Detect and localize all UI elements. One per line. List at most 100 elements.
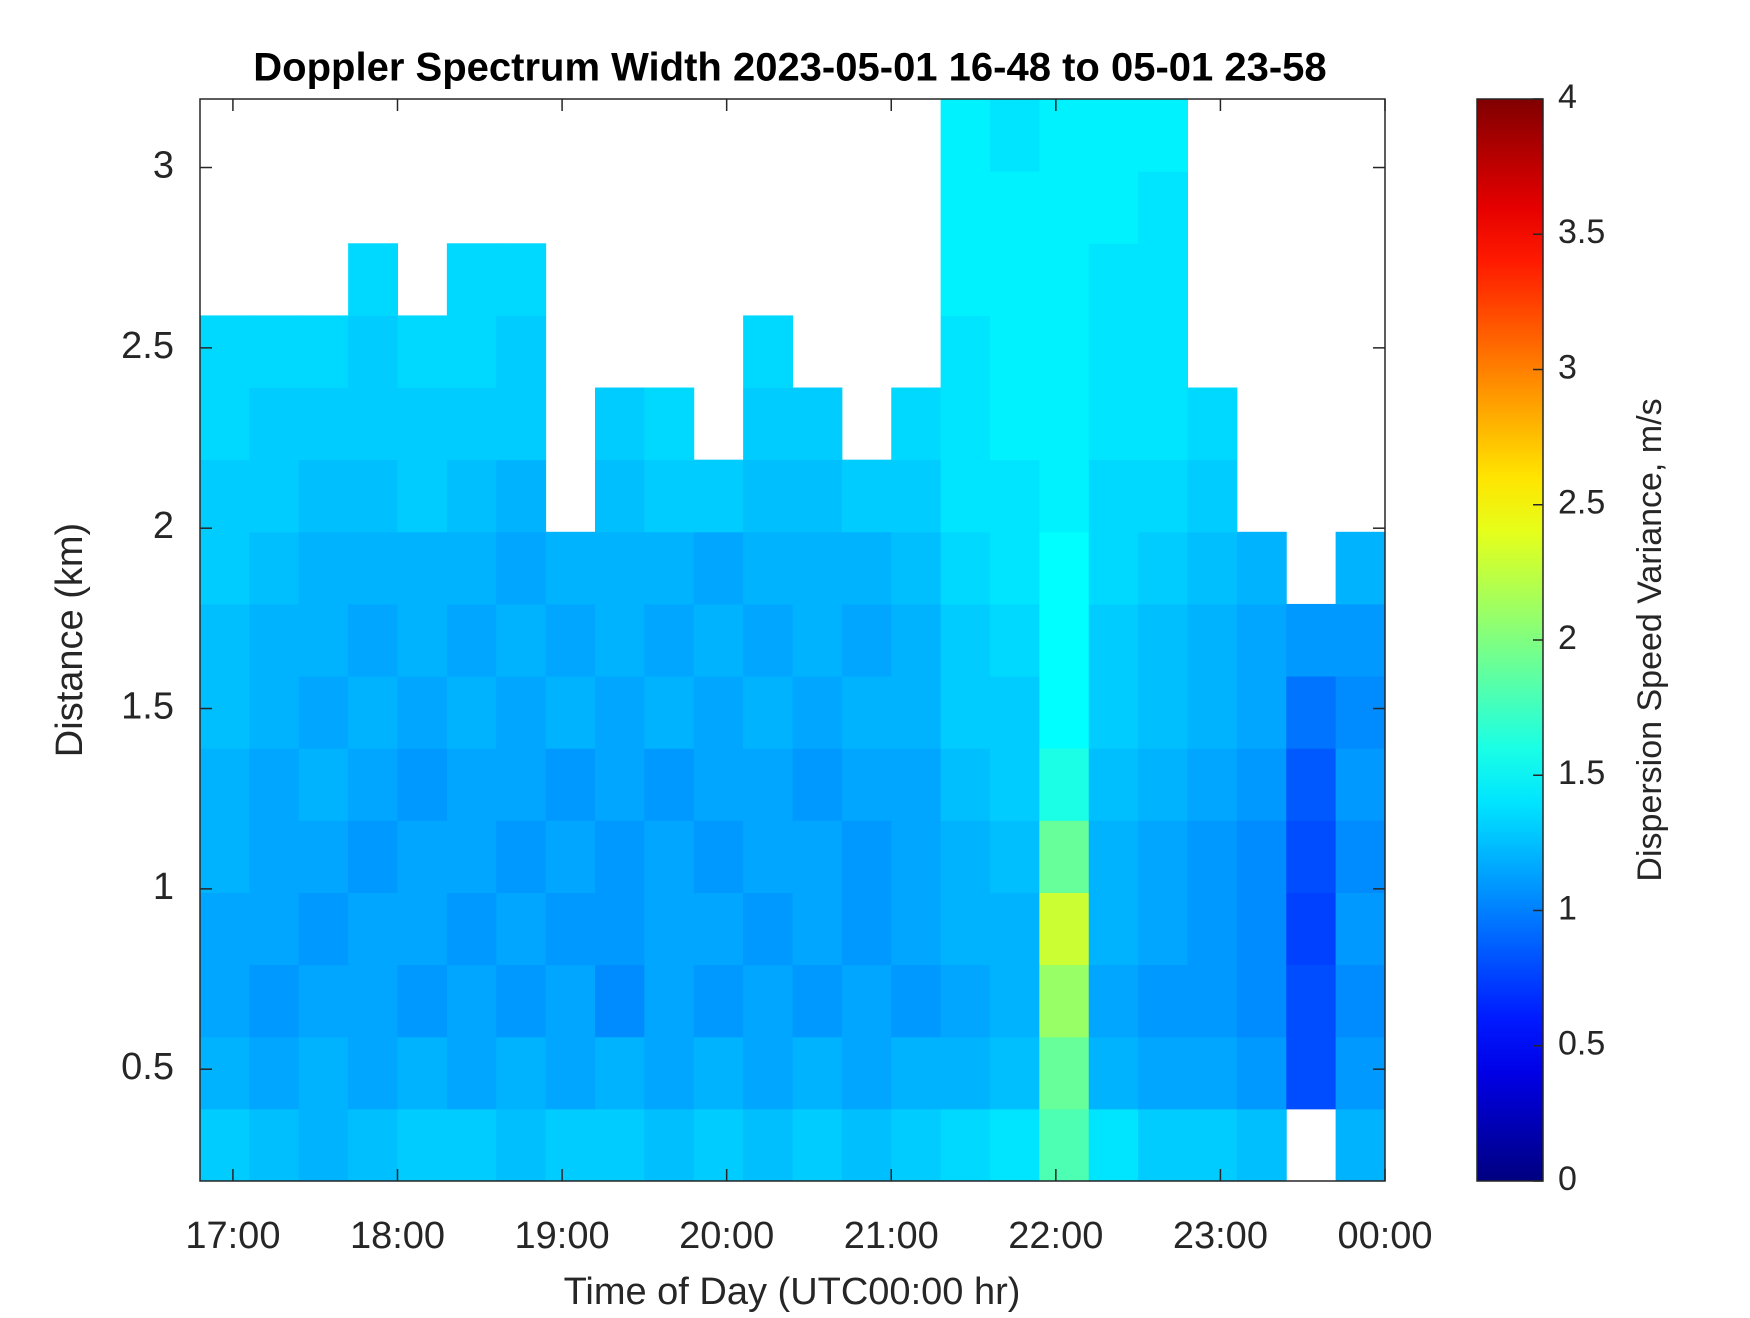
colorbar — [1476, 98, 1544, 1182]
heatmap-cell — [298, 892, 349, 966]
heatmap-cell — [990, 892, 1040, 966]
heatmap-cell — [446, 892, 497, 966]
heatmap-cell — [990, 99, 1040, 172]
heatmap-cell — [249, 892, 300, 966]
heatmap-cell — [1138, 315, 1188, 389]
heatmap-cell — [298, 459, 349, 533]
heatmap-cell — [990, 820, 1040, 893]
heatmap-cell — [792, 748, 843, 821]
heatmap-cell — [940, 531, 991, 605]
heatmap-cell — [298, 676, 349, 749]
heatmap-cell — [841, 676, 892, 749]
heatmap-cell — [496, 1108, 547, 1182]
heatmap-cell — [1335, 531, 1386, 605]
plot-frame — [199, 98, 1386, 1182]
heatmap-cell — [743, 603, 793, 677]
heatmap-cell — [249, 315, 300, 389]
heatmap-cell — [891, 387, 942, 461]
heatmap-cell — [1039, 748, 1090, 821]
heatmap-cell — [1286, 1036, 1337, 1110]
y-tick-label: 2.5 — [121, 325, 174, 367]
heatmap-cell — [743, 892, 793, 966]
heatmap-cell — [1088, 676, 1139, 749]
heatmap-cell — [1187, 748, 1238, 821]
heatmap-cell — [1088, 964, 1139, 1038]
heatmap-cell — [693, 1108, 744, 1182]
heatmap-cell — [841, 603, 892, 677]
heatmap-cell — [940, 99, 991, 172]
heatmap-cell — [990, 964, 1040, 1038]
heatmap-cell — [990, 387, 1040, 461]
heatmap-cell — [693, 531, 744, 605]
heatmap-cell — [1039, 459, 1090, 533]
heatmap-cell — [545, 892, 596, 966]
heatmap-cell — [1236, 1036, 1287, 1110]
heatmap-cell — [595, 603, 645, 677]
heatmap-cell — [298, 748, 349, 821]
heatmap-cell — [792, 820, 843, 893]
heatmap-cell — [1187, 892, 1238, 966]
heatmap-cell — [792, 531, 843, 605]
heatmap-cell — [940, 315, 991, 389]
heatmap-cell — [644, 459, 695, 533]
heatmap-cell — [298, 603, 349, 677]
heatmap-cell — [1236, 748, 1287, 821]
heatmap-cell — [990, 1036, 1040, 1110]
heatmap-cell — [841, 1108, 892, 1182]
heatmap-cell — [1039, 676, 1090, 749]
heatmap-cell — [348, 1108, 398, 1182]
heatmap-cell — [200, 964, 250, 1038]
heatmap-cell — [693, 820, 744, 893]
colorbar-tick-label: 0.5 — [1558, 1025, 1605, 1063]
heatmap-cell — [891, 459, 942, 533]
heatmap-cell — [545, 531, 596, 605]
heatmap-cell — [841, 820, 892, 893]
colorbar-tick-label: 4 — [1558, 78, 1577, 116]
heatmap-cell — [1187, 603, 1238, 677]
heatmap-cell — [397, 459, 448, 533]
heatmap-cell — [1138, 748, 1188, 821]
heatmap-cell — [644, 820, 695, 893]
heatmap-cell — [693, 892, 744, 966]
heatmap-cell — [200, 459, 250, 533]
heatmap-cell — [743, 387, 793, 461]
y-tick-label: 0.5 — [121, 1046, 174, 1088]
heatmap-cell — [496, 676, 547, 749]
heatmap — [200, 99, 1386, 1182]
heatmap-cell — [743, 1036, 793, 1110]
heatmap-cell — [1088, 315, 1139, 389]
heatmap-cell — [990, 748, 1040, 821]
heatmap-cell — [1286, 676, 1337, 749]
axes: 17:00 18:00 19:00 20:00 21:00 22:00 23:00 00:00… — [121, 78, 1605, 1257]
heatmap-cell — [595, 748, 645, 821]
heatmap-cell — [1335, 892, 1386, 966]
heatmap-cell — [545, 748, 596, 821]
heatmap-cell — [841, 892, 892, 966]
heatmap-cell — [496, 892, 547, 966]
heatmap-cell — [496, 243, 547, 316]
heatmap-cell — [545, 676, 596, 749]
heatmap-cell — [1039, 1108, 1090, 1182]
heatmap-cell — [841, 459, 892, 533]
heatmap-cell — [348, 676, 398, 749]
heatmap-cell — [990, 171, 1040, 244]
heatmap-cell — [644, 1036, 695, 1110]
heatmap-cell — [200, 1108, 250, 1182]
heatmap-cell — [446, 676, 497, 749]
heatmap-cell — [496, 964, 547, 1038]
colorbar-tick-label: 1.5 — [1558, 754, 1605, 792]
heatmap-cell — [446, 1036, 497, 1110]
heatmap-cell — [743, 459, 793, 533]
heatmap-cell — [446, 964, 497, 1038]
heatmap-cell — [1088, 1036, 1139, 1110]
heatmap-cell — [743, 820, 793, 893]
heatmap-cell — [397, 531, 448, 605]
heatmap-cell — [348, 243, 398, 316]
heatmap-cell — [841, 531, 892, 605]
heatmap-cell — [792, 387, 843, 461]
heatmap-cell — [200, 1036, 250, 1110]
heatmap-cell — [990, 459, 1040, 533]
heatmap-cell — [298, 1108, 349, 1182]
heatmap-cell — [1039, 387, 1090, 461]
